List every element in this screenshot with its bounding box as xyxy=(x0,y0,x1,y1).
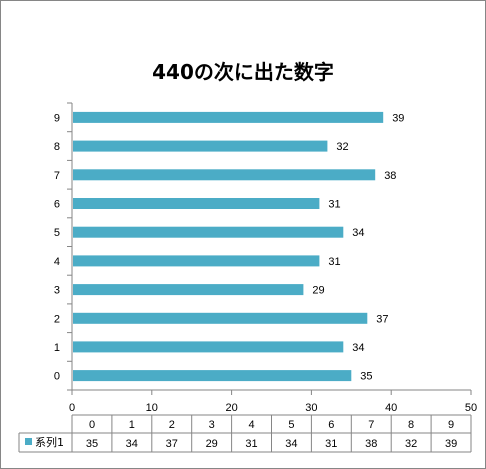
data-label-3: 29 xyxy=(312,285,324,297)
bar-1 xyxy=(73,341,344,353)
bar-7 xyxy=(73,169,376,181)
data-table-header-8: 8 xyxy=(408,419,414,431)
data-table-value-9: 39 xyxy=(445,438,457,450)
legend-key-label: 系列1 xyxy=(35,435,64,449)
data-table-header-0: 0 xyxy=(89,419,95,431)
data-table-value-4: 31 xyxy=(245,438,257,450)
category-label-8: 8 xyxy=(54,141,60,153)
category-label-1: 1 xyxy=(54,342,60,354)
legend-key-swatch xyxy=(25,438,32,445)
data-table-value-2: 37 xyxy=(166,438,178,450)
data-table-value-0: 35 xyxy=(86,438,98,450)
bar-2 xyxy=(73,312,368,324)
x-tick-label-20: 20 xyxy=(225,402,237,414)
category-label-4: 4 xyxy=(54,256,60,268)
data-table-header-3: 3 xyxy=(209,419,215,431)
data-label-6: 31 xyxy=(328,199,340,211)
category-label-2: 2 xyxy=(54,313,60,325)
data-table-value-8: 32 xyxy=(405,438,417,450)
x-tick-label-30: 30 xyxy=(305,402,317,414)
data-table-header-1: 1 xyxy=(129,419,135,431)
bar-0 xyxy=(73,370,352,382)
data-table-header-4: 4 xyxy=(248,419,254,431)
data-table-header-2: 2 xyxy=(169,419,175,431)
data-label-7: 38 xyxy=(384,170,396,182)
x-tick-label-0: 0 xyxy=(69,402,75,414)
data-label-9: 39 xyxy=(392,112,404,124)
bar-4 xyxy=(73,255,320,267)
data-table-header-6: 6 xyxy=(328,419,334,431)
bar-6 xyxy=(73,198,320,209)
x-tick-label-40: 40 xyxy=(385,402,397,414)
data-label-5: 34 xyxy=(352,227,364,239)
data-table-value-7: 38 xyxy=(365,438,377,450)
data-label-8: 32 xyxy=(336,141,348,153)
category-label-5: 5 xyxy=(54,227,60,239)
bar-3 xyxy=(73,284,304,296)
x-tick-label-50: 50 xyxy=(465,402,477,414)
data-table-header-5: 5 xyxy=(288,419,294,431)
bar-5 xyxy=(73,226,344,238)
data-label-1: 34 xyxy=(352,342,364,354)
category-label-9: 9 xyxy=(54,112,60,124)
data-table-value-3: 29 xyxy=(206,438,218,450)
bar-9 xyxy=(73,111,384,123)
data-label-2: 37 xyxy=(376,313,388,325)
data-table-value-6: 31 xyxy=(325,438,337,450)
data-table-value-1: 34 xyxy=(126,438,138,450)
data-table-header-9: 9 xyxy=(448,419,454,431)
data-table-value-5: 34 xyxy=(285,438,297,450)
category-label-7: 7 xyxy=(54,170,60,182)
data-label-0: 35 xyxy=(360,371,372,383)
category-label-3: 3 xyxy=(54,285,60,297)
category-label-6: 6 xyxy=(54,199,60,211)
chart-title: 440の次に出た数字 xyxy=(152,60,334,84)
category-label-0: 0 xyxy=(54,371,60,383)
x-tick-label-10: 10 xyxy=(146,402,158,414)
bar-8 xyxy=(73,140,328,152)
data-label-4: 31 xyxy=(328,256,340,268)
data-table-header-7: 7 xyxy=(368,419,374,431)
